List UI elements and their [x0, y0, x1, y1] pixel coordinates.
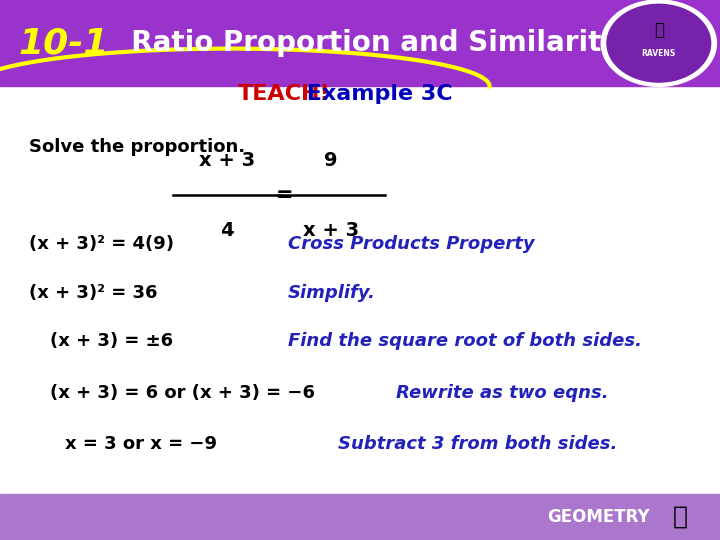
Text: Subtract 3 from both sides.: Subtract 3 from both sides. — [338, 435, 618, 453]
Bar — [0, 0, 720, 86]
Text: 9: 9 — [325, 151, 338, 170]
Text: x + 3: x + 3 — [199, 151, 255, 170]
Text: 10-1: 10-1 — [18, 26, 109, 60]
Text: Find the square root of both sides.: Find the square root of both sides. — [288, 332, 642, 350]
Text: Example 3C: Example 3C — [299, 84, 452, 105]
Text: 🦅: 🦅 — [654, 21, 664, 39]
Text: 4: 4 — [220, 221, 233, 240]
Text: =: = — [276, 185, 293, 206]
Text: (x + 3)² = 4(9): (x + 3)² = 4(9) — [29, 235, 174, 253]
Text: Ratio Proportion and Similarity: Ratio Proportion and Similarity — [112, 29, 619, 57]
Text: (x + 3) = ±6: (x + 3) = ±6 — [50, 332, 174, 350]
Text: RAVENS: RAVENS — [642, 50, 676, 58]
Circle shape — [607, 4, 711, 82]
Text: x = 3 or x = −9: x = 3 or x = −9 — [65, 435, 217, 453]
Circle shape — [601, 0, 716, 86]
Bar — [0, 494, 720, 540]
Text: 🐻: 🐻 — [673, 505, 688, 529]
Text: GEOMETRY: GEOMETRY — [547, 508, 650, 526]
Text: TEACH!: TEACH! — [238, 84, 330, 105]
Text: Rewrite as two eqns.: Rewrite as two eqns. — [396, 384, 608, 402]
Text: Solve the proportion.: Solve the proportion. — [29, 138, 245, 156]
Text: Simplify.: Simplify. — [288, 284, 376, 302]
Text: (x + 3)² = 36: (x + 3)² = 36 — [29, 284, 157, 302]
Text: Cross Products Property: Cross Products Property — [288, 235, 535, 253]
Text: x + 3: x + 3 — [303, 221, 359, 240]
Text: (x + 3) = 6 or (x + 3) = −6: (x + 3) = 6 or (x + 3) = −6 — [50, 384, 315, 402]
